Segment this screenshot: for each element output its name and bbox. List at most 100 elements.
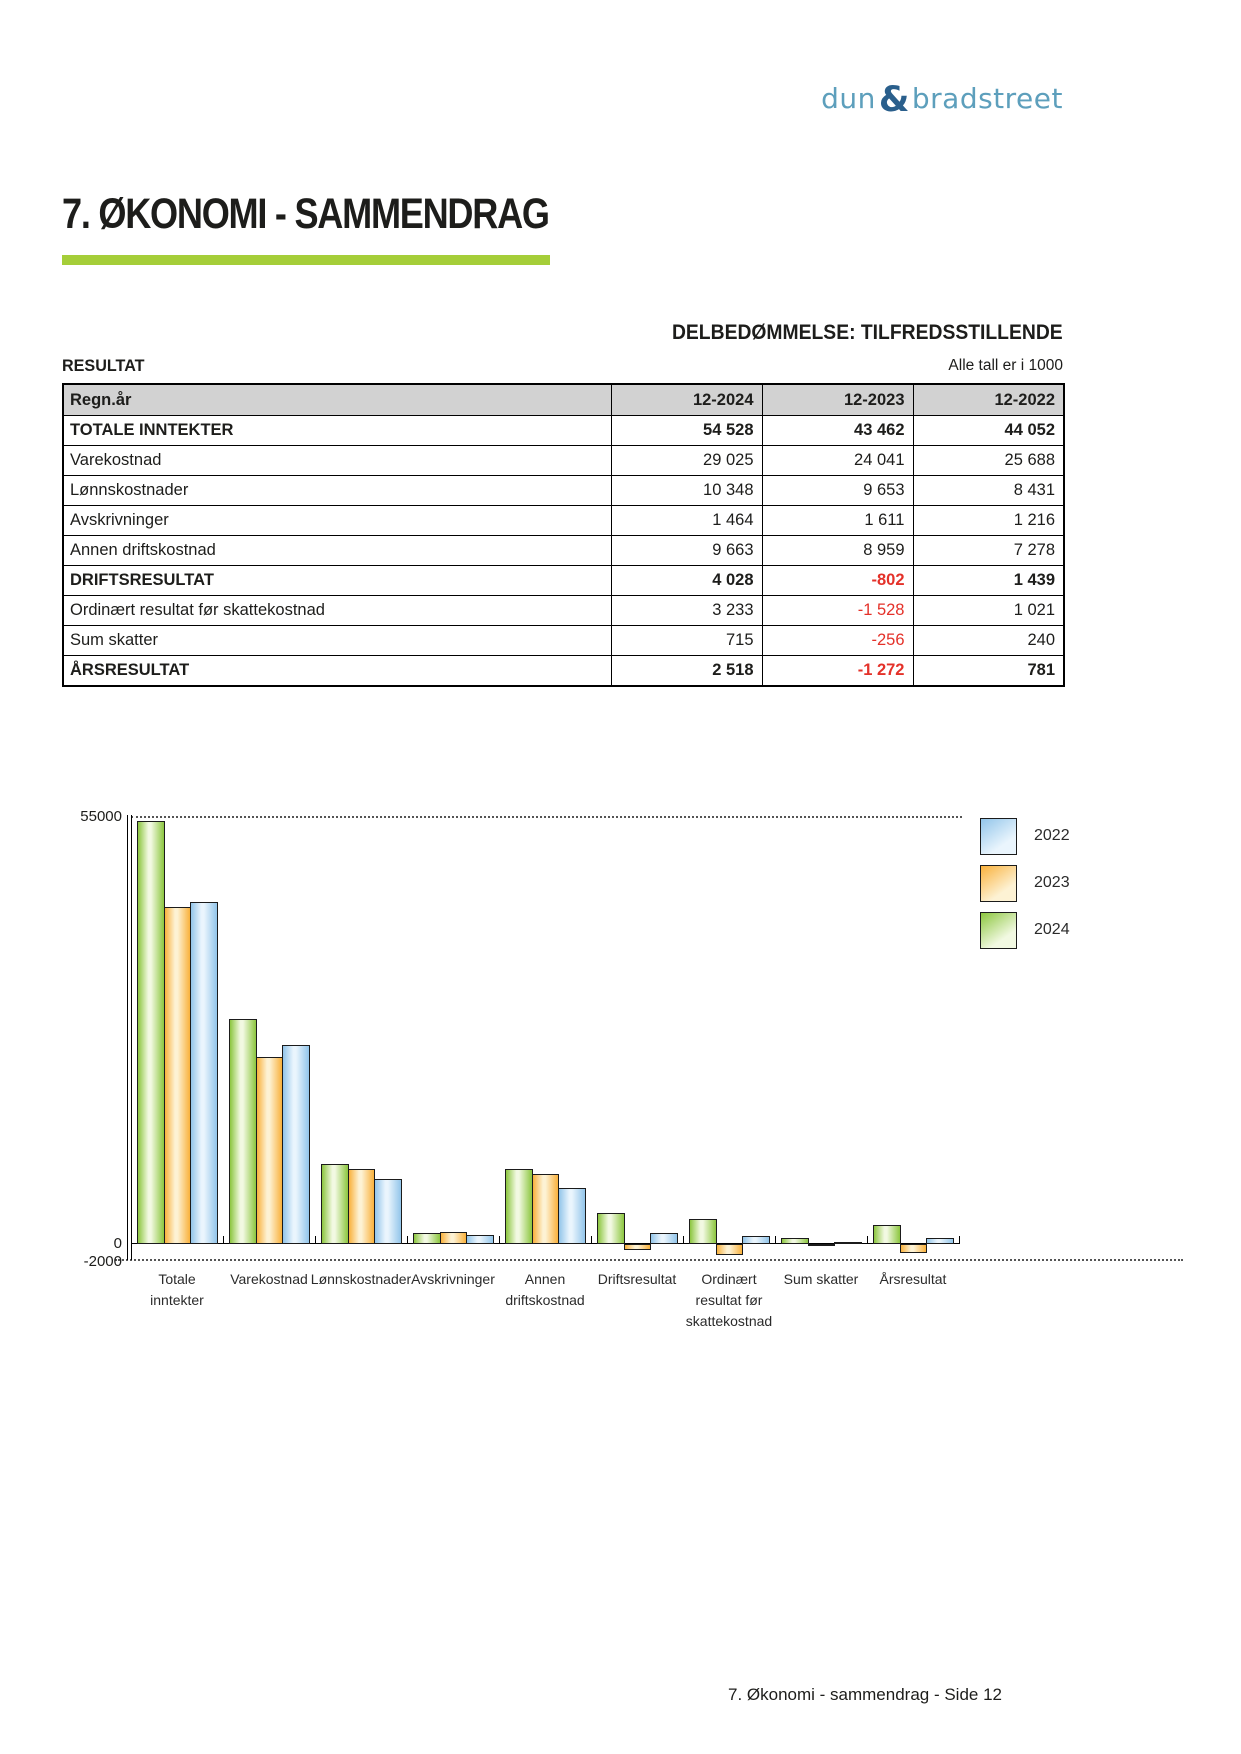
results-table: Regn.år 12-2024 12-2023 12-2022 TOTALE INNTE…: [62, 383, 1065, 687]
table-row: Varekostnad 29 025 24 041 25 688: [62, 445, 1065, 476]
row-value: 8 959: [761, 535, 914, 566]
category-label-8: Sum skatter: [751, 1269, 891, 1290]
category-label-line: inntekter: [150, 1292, 204, 1308]
category-label-line: Annen: [524, 1271, 566, 1287]
category-label-line: Sum skatter: [783, 1271, 859, 1287]
y-tick-label-0: 0: [113, 1235, 122, 1252]
row-value: 1 439: [912, 565, 1065, 596]
row-label: Avskrivninger: [62, 505, 612, 536]
bar-2022-4: [466, 1234, 494, 1244]
bar-2023-2: [255, 1057, 284, 1244]
legend-label-2024: 2024: [1034, 921, 1070, 938]
table-row: ÅRSRESULTAT 2 518 -1 272 781: [62, 655, 1065, 687]
row-value: 44 052: [912, 415, 1065, 446]
row-value: -1 272: [761, 655, 914, 687]
gridline-top: [131, 816, 962, 818]
category-label-line: Ordinært: [701, 1271, 757, 1287]
category-label-line: driftskostnad: [505, 1292, 585, 1308]
row-value: 1 611: [761, 505, 914, 536]
category-label-line: resultat før: [695, 1292, 763, 1308]
row-value: 2 518: [610, 655, 763, 687]
legend-swatch-2023: [980, 865, 1017, 902]
bar-2024-1: [137, 820, 165, 1244]
table-row: Sum skatter 715 -256 240: [62, 625, 1065, 656]
category-label-4: Avskrivninger: [383, 1269, 523, 1290]
logo-word-dun: dun: [821, 82, 876, 115]
row-value: 54 528: [610, 415, 763, 446]
x-axis-tick: [591, 1236, 592, 1244]
row-value: 29 025: [610, 445, 763, 476]
category-label-line: Årsresultat: [879, 1271, 947, 1287]
table-row: Ordinært resultat før skattekostnad 3 233…: [62, 595, 1065, 626]
row-value: -1 528: [761, 595, 914, 626]
row-value: 240: [912, 625, 1065, 656]
row-label: Sum skatter: [62, 625, 612, 656]
bar-2024-8: [781, 1238, 809, 1244]
page-title: 7. ØKONOMI - SAMMENDRAG: [62, 190, 550, 238]
bar-2024-4: [413, 1232, 441, 1244]
category-label-7: Ordinært resultat før skattekostnad: [659, 1269, 799, 1332]
bar-2024-2: [229, 1018, 257, 1244]
category-label-2: Varekostnad: [199, 1269, 339, 1290]
category-label-6: Driftsresultat: [567, 1269, 707, 1290]
table-row: Lønnskostnader 10 348 9 653 8 431: [62, 475, 1065, 506]
row-label: Ordinært resultat før skattekostnad: [62, 595, 612, 626]
x-axis-tick: [683, 1236, 684, 1244]
row-label: TOTALE INNTEKTER: [62, 415, 612, 446]
legend-swatch-2024: [980, 912, 1017, 949]
x-axis-tick: [959, 1236, 960, 1244]
logo-word-bradstreet: bradstreet: [911, 82, 1063, 115]
row-value: 24 041: [761, 445, 914, 476]
y-tick-label--2000: -2000: [83, 1253, 122, 1270]
row-value: -802: [761, 565, 914, 596]
bar-2022-1: [190, 902, 218, 1244]
column-header-12-2023: 12-2023: [761, 383, 914, 416]
row-value: 8 431: [912, 475, 1065, 506]
bar-2024-7: [689, 1218, 717, 1244]
x-axis-tick: [775, 1236, 776, 1244]
row-label: ÅRSRESULTAT: [62, 655, 612, 687]
category-label-line: Driftsresultat: [597, 1271, 677, 1287]
category-label-9: Årsresultat: [843, 1269, 983, 1290]
x-axis-tick: [223, 1236, 224, 1244]
dun-bradstreet-logo: dun&bradstreet: [821, 80, 1063, 120]
units-note: Alle tall er i 1000: [948, 357, 1063, 374]
row-value: 1 021: [912, 595, 1065, 626]
category-label-line: Lønnskostnader: [310, 1271, 412, 1287]
row-value: 715: [610, 625, 763, 656]
category-label-line: skattekostnad: [685, 1313, 773, 1329]
table-row: TOTALE INNTEKTER 54 528 43 462 44 052: [62, 415, 1065, 446]
bar-2022-8: [834, 1242, 862, 1245]
bar-2024-3: [321, 1163, 349, 1244]
bar-2022-9: [926, 1237, 954, 1244]
bar-2023-7: [715, 1243, 744, 1256]
column-header-12-2022: 12-2022: [912, 383, 1065, 416]
bar-2023-8: [807, 1243, 836, 1246]
y-tick-label-55000: 55000: [80, 808, 122, 825]
x-axis-tick: [315, 1236, 316, 1244]
row-value: 43 462: [761, 415, 914, 446]
row-value: 4 028: [610, 565, 763, 596]
bar-2024-5: [505, 1169, 533, 1244]
row-value: 9 653: [761, 475, 914, 506]
category-label-5: Annen driftskostnad: [475, 1269, 615, 1311]
result-section-heading: RESULTAT: [62, 356, 145, 375]
category-label-line: Totale: [158, 1271, 196, 1287]
title-green-rule: [62, 255, 550, 265]
row-value: 10 348: [610, 475, 763, 506]
table-row: Avskrivninger 1 464 1 611 1 216: [62, 505, 1065, 536]
page-footer: 7. Økonomi - sammendrag - Side 12: [727, 1685, 1002, 1704]
column-header-12-2024: 12-2024: [610, 383, 763, 416]
legend-label-2023: 2023: [1034, 874, 1070, 891]
assessment-heading: DELBEDØMMELSE: TILFREDSSTILLENDE: [672, 321, 1063, 344]
gridline-bottom: [115, 1259, 1183, 1261]
category-label-line: Varekostnad: [230, 1271, 308, 1287]
x-axis-tick: [867, 1236, 868, 1244]
column-header-regnaar: Regn.år: [62, 383, 612, 416]
x-axis-tick: [499, 1236, 500, 1244]
category-label-3: Lønnskostnader: [291, 1269, 431, 1290]
bar-2024-9: [873, 1224, 901, 1244]
bar-2023-4: [439, 1231, 468, 1244]
category-label-1: Totale inntekter: [107, 1269, 247, 1311]
